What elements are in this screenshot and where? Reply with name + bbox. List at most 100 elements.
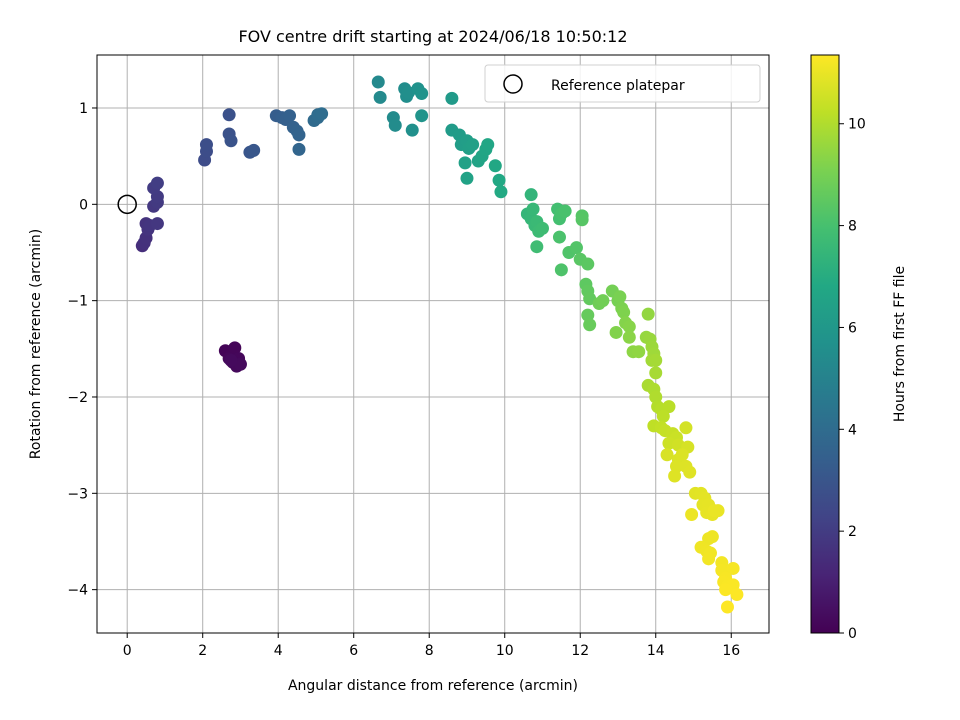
data-point xyxy=(558,204,572,218)
data-point xyxy=(583,318,597,332)
data-point xyxy=(730,587,744,601)
x-tick-label: 10 xyxy=(496,643,514,659)
data-point xyxy=(662,400,676,414)
colorbar-tick-label: 0 xyxy=(848,626,857,642)
reference-platepar-marker xyxy=(117,194,137,215)
data-point xyxy=(569,241,583,255)
data-point xyxy=(388,118,402,132)
data-point xyxy=(552,230,566,244)
colorbar-ticks: 0 2 4 6 8 10 xyxy=(839,117,866,642)
legend-box xyxy=(484,64,761,103)
data-point xyxy=(705,530,719,544)
colorbar: 0 2 4 6 8 10 Hours from first FF file xyxy=(810,54,908,642)
data-point xyxy=(575,213,589,227)
colorbar-tick-label: 2 xyxy=(848,524,857,540)
data-point xyxy=(660,448,674,462)
y-tick-label: −1 xyxy=(67,294,88,310)
legend-label: Reference platepar xyxy=(551,78,685,94)
data-point xyxy=(415,87,429,101)
x-tick-label: 6 xyxy=(349,643,358,659)
data-point xyxy=(405,123,419,137)
data-point xyxy=(679,421,693,435)
y-tick-label: 0 xyxy=(79,197,88,213)
data-point xyxy=(373,90,387,104)
data-point xyxy=(685,508,699,522)
colorbar-tick-label: 6 xyxy=(848,320,857,336)
data-point xyxy=(720,600,734,614)
data-point xyxy=(292,142,306,156)
data-point xyxy=(199,138,213,152)
colorbar-label: Hours from first FF file xyxy=(892,266,908,422)
x-axis-label: Angular distance from reference (arcmin) xyxy=(288,678,578,694)
data-point xyxy=(224,353,238,367)
x-tick-label: 14 xyxy=(647,643,665,659)
data-point xyxy=(649,353,663,367)
colorbar-tick-label: 8 xyxy=(848,219,857,235)
data-point xyxy=(526,202,540,216)
data-point xyxy=(460,171,474,185)
data-points xyxy=(135,75,744,614)
chart-title: FOV centre drift starting at 2024/06/18 … xyxy=(238,27,627,46)
data-point xyxy=(150,176,164,190)
plot-frame xyxy=(96,54,770,634)
x-tick-label: 0 xyxy=(123,643,132,659)
data-point xyxy=(466,138,480,152)
data-point xyxy=(726,561,740,575)
data-point xyxy=(488,159,502,173)
data-point xyxy=(581,308,595,322)
data-point xyxy=(641,307,655,321)
y-tick-label: −2 xyxy=(67,390,88,406)
colorbar-tick-label: 10 xyxy=(848,117,866,133)
data-point xyxy=(150,217,164,231)
legend: Reference platepar xyxy=(484,64,761,103)
data-point xyxy=(445,91,459,105)
data-point xyxy=(683,465,697,479)
data-point xyxy=(609,325,623,339)
data-point xyxy=(222,108,236,122)
data-point xyxy=(283,109,297,123)
y-axis-ticks: −4 −3 −2 −1 0 1 xyxy=(67,101,97,599)
data-point xyxy=(632,345,646,359)
data-point xyxy=(524,188,538,202)
x-tick-label: 2 xyxy=(198,643,207,659)
legend-marker xyxy=(503,74,523,94)
data-point xyxy=(670,459,684,473)
data-point xyxy=(481,138,495,152)
y-tick-label: 1 xyxy=(79,101,88,117)
data-point xyxy=(675,448,689,462)
data-point xyxy=(581,257,595,271)
data-point xyxy=(224,134,238,148)
data-point xyxy=(613,290,627,304)
data-point xyxy=(702,552,716,566)
data-point xyxy=(415,109,429,123)
data-point xyxy=(554,263,568,277)
data-point xyxy=(668,469,682,483)
x-tick-label: 16 xyxy=(722,643,740,659)
x-axis-ticks: 0 2 4 6 8 10 12 14 16 xyxy=(123,633,740,659)
x-tick-label: 12 xyxy=(571,643,589,659)
data-point xyxy=(494,185,508,199)
data-point xyxy=(371,75,385,89)
data-point xyxy=(315,107,329,121)
data-point xyxy=(617,305,631,319)
y-tick-label: −4 xyxy=(67,583,88,599)
y-tick-label: −3 xyxy=(67,486,88,502)
colorbar-gradient xyxy=(810,54,840,634)
data-point xyxy=(656,409,670,423)
data-point xyxy=(707,504,721,518)
data-point xyxy=(622,320,636,334)
data-point xyxy=(492,173,506,187)
data-point xyxy=(622,330,636,344)
x-tick-label: 8 xyxy=(425,643,434,659)
data-point xyxy=(596,294,610,308)
data-point xyxy=(535,221,549,235)
data-point xyxy=(458,156,472,170)
data-point xyxy=(228,341,242,355)
data-point xyxy=(530,240,544,254)
data-point xyxy=(292,128,306,142)
colorbar-tick-label: 4 xyxy=(848,422,857,438)
x-tick-label: 4 xyxy=(274,643,283,659)
data-point xyxy=(247,143,261,157)
y-axis-label: Rotation from reference (arcmin) xyxy=(28,229,44,459)
